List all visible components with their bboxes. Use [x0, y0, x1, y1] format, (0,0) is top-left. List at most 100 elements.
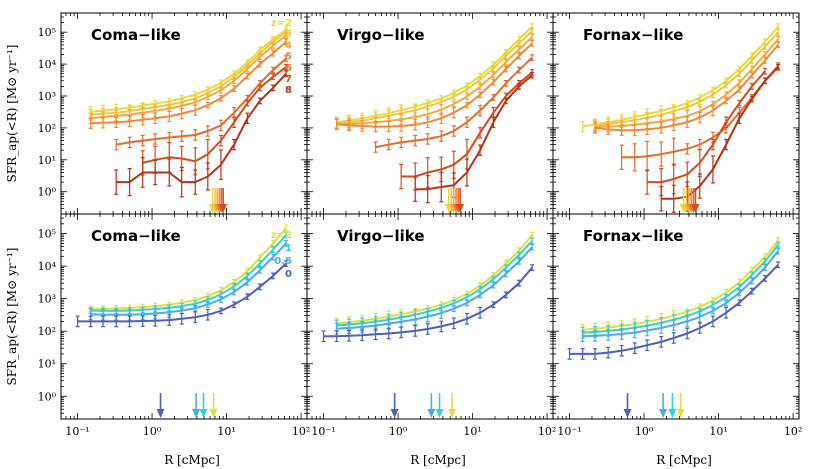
x-tick-label: 10¹ — [217, 425, 235, 438]
x-axis-label: R [cMpc] — [164, 453, 220, 467]
series-line — [336, 36, 533, 126]
series-z8 — [659, 63, 781, 213]
x-tick-label: 10¹ — [463, 425, 481, 438]
panel-title: Virgo−like — [337, 26, 425, 44]
legend-bottom: z=2 1 0.5 0 — [271, 230, 292, 280]
series-line — [582, 250, 779, 338]
y-tick-label: 10² — [38, 122, 56, 135]
arrow-head — [691, 204, 700, 213]
radius-arrow — [390, 393, 399, 418]
legend-entry: 7 — [285, 74, 292, 85]
x-tick-label: 10² — [292, 425, 310, 438]
series-line — [336, 30, 533, 125]
legend-entry: 0 — [285, 269, 292, 280]
arrow-head — [676, 409, 685, 418]
arrow-head — [427, 409, 436, 418]
series-z0 — [567, 261, 781, 360]
radius-arrow — [623, 393, 632, 418]
series-line — [336, 234, 533, 325]
series-line — [90, 242, 287, 316]
series-line — [142, 66, 287, 164]
x-tick-label: 10⁻¹ — [557, 425, 581, 438]
panel-top-3: Fornax−like — [552, 12, 800, 215]
panel-bottom-2: Virgo−like — [306, 213, 554, 420]
y-tick-label: 10⁴ — [38, 58, 57, 71]
y-tick-label: 10³ — [38, 293, 56, 306]
panel-bottom-3: Fornax−like — [552, 213, 800, 420]
series-line — [336, 246, 533, 330]
legend-entry: z=2 — [271, 230, 292, 241]
x-tick-label: 10² — [784, 425, 802, 438]
series-line — [336, 25, 533, 124]
radius-arrow — [209, 393, 218, 418]
series-line — [90, 227, 287, 310]
series-line — [582, 244, 779, 334]
panel-title: Virgo−like — [337, 227, 425, 245]
y-tick-label: 10⁰ — [38, 390, 57, 403]
series-line — [90, 34, 287, 120]
series-line — [336, 42, 533, 128]
panel-top-1: Coma−like — [60, 12, 308, 215]
radius-arrow — [668, 393, 677, 418]
legend-entry: 5 — [285, 52, 292, 63]
legend-entry: z=2 — [271, 18, 292, 29]
series-z5 — [334, 39, 535, 133]
series-z6 — [114, 55, 289, 151]
series-line — [90, 41, 287, 125]
legend-entry: 8 — [285, 85, 292, 96]
radius-arrow — [691, 188, 700, 213]
radius-arrow — [676, 393, 685, 418]
radius-arrow — [427, 393, 436, 418]
arrow-head — [435, 409, 444, 418]
y-tick-label: 10⁵ — [38, 228, 56, 241]
arrow-head — [156, 409, 165, 418]
panel-title: Fornax−like — [583, 227, 683, 245]
x-axis-label: R [cMpc] — [656, 453, 712, 467]
y-tick-label: 10² — [38, 325, 56, 338]
series-z6 — [373, 54, 535, 153]
series-line — [336, 240, 533, 327]
radius-arrow — [156, 393, 165, 418]
legend-entry: 6 — [285, 63, 292, 74]
arrow-head — [209, 409, 218, 418]
series-z0 — [75, 260, 289, 328]
panel-title: Fornax−like — [583, 26, 683, 44]
series-line — [90, 31, 287, 116]
radius-arrow — [219, 188, 228, 213]
y-axis-label: SFR_ap(<R) [M⊙ yr⁻¹] — [5, 248, 19, 386]
series-z5 — [88, 38, 289, 129]
x-tick-label: 10¹ — [709, 425, 727, 438]
series-line — [116, 57, 287, 146]
series-line — [661, 66, 779, 200]
arrow-head — [219, 204, 228, 213]
y-tick-label: 10⁰ — [38, 186, 57, 199]
legend-entry: 0.5 — [274, 256, 292, 267]
x-tick-label: 10⁻¹ — [65, 425, 89, 438]
arrow-head — [668, 409, 677, 418]
radius-arrow — [435, 393, 444, 418]
series-line — [415, 74, 533, 191]
x-tick-label: 10⁰ — [143, 425, 162, 438]
arrow-head — [623, 409, 632, 418]
panel-title: Coma−like — [91, 227, 181, 245]
arrow-head — [192, 409, 201, 418]
series-z0p5 — [580, 247, 781, 343]
panel-top-2: Virgo−like — [306, 12, 554, 215]
series-line — [90, 28, 287, 113]
radius-arrow — [448, 393, 457, 418]
y-tick-label: 10¹ — [38, 154, 56, 167]
y-axis-label: SFR_ap(<R) [M⊙ yr⁻¹] — [5, 45, 19, 183]
arrow-head — [390, 409, 399, 418]
x-tick-label: 10⁰ — [389, 425, 408, 438]
radius-arrow — [199, 393, 208, 418]
y-tick-label: 10⁴ — [38, 260, 57, 273]
legend-entry: 1 — [285, 243, 292, 254]
x-axis-label: R [cMpc] — [410, 453, 466, 467]
y-tick-label: 10³ — [38, 90, 56, 103]
y-tick-label: 10¹ — [38, 358, 56, 371]
arrow-head — [199, 409, 208, 418]
x-tick-label: 10⁰ — [635, 425, 654, 438]
radius-arrow — [659, 393, 668, 418]
